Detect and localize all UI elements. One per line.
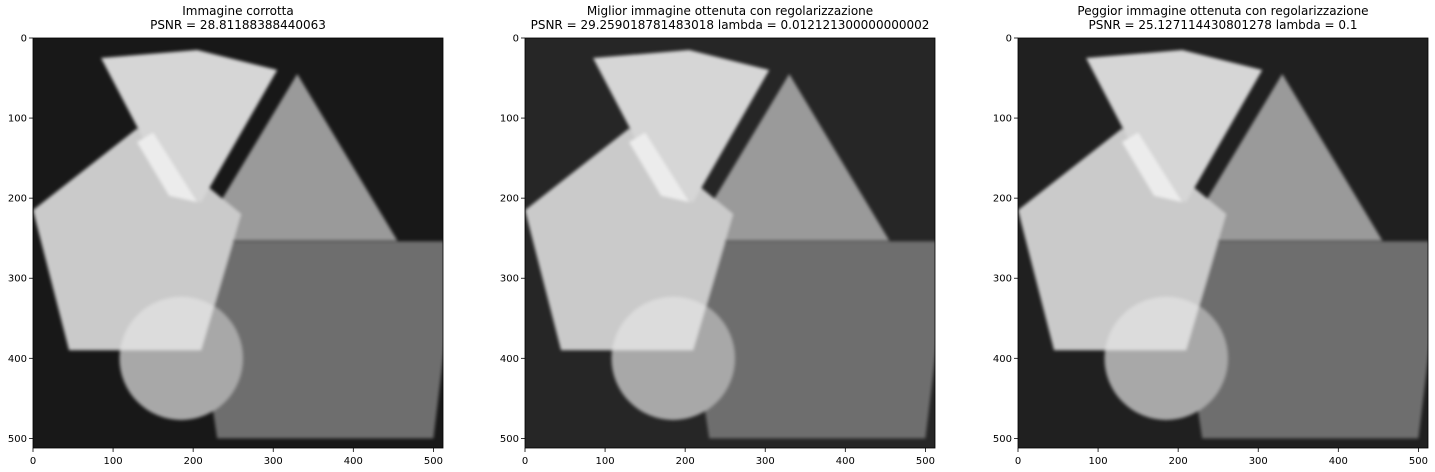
x-tick-label: 500	[916, 456, 935, 467]
y-tick-label: 400	[8, 354, 27, 365]
overlap-highlight-shape	[629, 132, 690, 203]
image-content	[33, 38, 443, 448]
y-tick-label: 500	[993, 434, 1012, 445]
x-tick-label: 100	[596, 456, 615, 467]
y-tick-label: 400	[500, 354, 519, 365]
top-shape	[1086, 50, 1263, 203]
panel-title-line1: Immagine corrotta	[182, 4, 294, 18]
panel-title-line2: PSNR = 28.81188388440063	[150, 18, 326, 32]
big-pentagon-shape	[193, 241, 443, 439]
x-tick-label: 300	[756, 456, 775, 467]
x-tick-label: 200	[676, 456, 695, 467]
x-tick-label: 400	[1329, 456, 1348, 467]
y-tick-label: 100	[8, 114, 27, 125]
image-content	[525, 38, 935, 448]
image-panel-1: Immagine corrotta PSNR = 28.8118838844006…	[0, 0, 470, 472]
y-tick-label: 0	[513, 34, 519, 45]
x-tick-label: 100	[104, 456, 123, 467]
big-pentagon-shape	[685, 241, 935, 439]
y-tick-label: 500	[8, 434, 27, 445]
x-tick-label: 400	[836, 456, 855, 467]
panel-title: Peggior immagine ottenuta con regolarizz…	[988, 4, 1435, 32]
x-tick-label: 100	[1089, 456, 1108, 467]
y-tick-label: 400	[993, 354, 1012, 365]
y-tick-label: 200	[8, 194, 27, 205]
x-tick-label: 0	[522, 456, 528, 467]
x-tick-label: 300	[264, 456, 283, 467]
y-tick-label: 200	[500, 194, 519, 205]
y-tick-label: 100	[500, 114, 519, 125]
y-tick-label: 500	[500, 434, 519, 445]
triangle-shape	[689, 74, 890, 241]
top-shape	[593, 50, 770, 203]
triangle-shape	[197, 74, 398, 241]
x-tick-label: 500	[1409, 456, 1428, 467]
panel-title-line2: PSNR = 29.259018781483018 lambda = 0.012…	[530, 18, 930, 32]
panel-title-line2: PSNR = 25.127114430801278 lambda = 0.1	[1088, 18, 1358, 32]
x-tick-label: 0	[30, 456, 36, 467]
panel-title: Immagine corrotta PSNR = 28.8118838844006…	[3, 4, 473, 32]
y-tick-label: 0	[1006, 34, 1012, 45]
x-tick-label: 300	[1249, 456, 1268, 467]
top-shape	[101, 50, 278, 203]
image-panel-3: Peggior immagine ottenuta con regolarizz…	[985, 0, 1435, 472]
y-tick-label: 300	[500, 274, 519, 285]
y-tick-label: 300	[8, 274, 27, 285]
x-tick-label: 0	[1015, 456, 1021, 467]
x-tick-label: 200	[1169, 456, 1188, 467]
triangle-shape	[1182, 74, 1383, 241]
y-tick-label: 100	[993, 114, 1012, 125]
x-tick-label: 200	[184, 456, 203, 467]
axes-frame	[1017, 37, 1429, 449]
panel-title-line1: Miglior immagine ottenuta con regolarizz…	[586, 4, 874, 18]
panel-title: Miglior immagine ottenuta con regolarizz…	[495, 4, 965, 32]
x-tick-label: 400	[344, 456, 363, 467]
y-tick-label: 200	[993, 194, 1012, 205]
y-tick-label: 300	[993, 274, 1012, 285]
axes-frame	[524, 37, 936, 449]
overlap-highlight-shape	[1122, 132, 1183, 203]
axes-frame	[32, 37, 444, 449]
image-content	[1018, 38, 1428, 448]
image-panel-2: Miglior immagine ottenuta con regolarizz…	[492, 0, 962, 472]
big-pentagon-shape	[1178, 241, 1428, 439]
y-tick-label: 0	[21, 34, 27, 45]
panel-title-line1: Peggior immagine ottenuta con regolarizz…	[1077, 4, 1369, 18]
overlap-highlight-shape	[137, 132, 198, 203]
x-tick-label: 500	[424, 456, 443, 467]
